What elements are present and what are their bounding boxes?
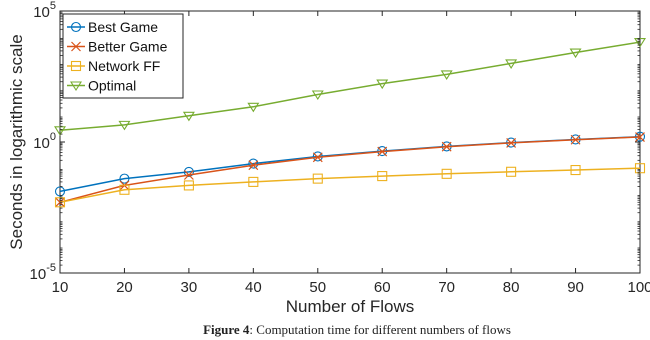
data-point-1 bbox=[119, 173, 130, 184]
x-tick-label: 60 bbox=[374, 279, 391, 296]
legend-marker bbox=[70, 21, 82, 33]
data-point-3 bbox=[183, 180, 194, 191]
legend-entry: Network FF bbox=[88, 58, 160, 74]
data-point-4 bbox=[54, 126, 66, 136]
caption-label: Figure 4 bbox=[203, 322, 250, 337]
data-point-3 bbox=[377, 171, 388, 182]
data-point-3 bbox=[570, 164, 581, 176]
series-line-1 bbox=[59, 135, 641, 193]
data-point-2 bbox=[635, 132, 645, 142]
caption-text: : Computation time for different numbers… bbox=[249, 322, 511, 337]
data-point-4 bbox=[440, 70, 453, 80]
data-point-4 bbox=[182, 111, 195, 122]
series-line-3 bbox=[59, 167, 641, 204]
data-point-2 bbox=[506, 138, 517, 148]
y-tick-label: 105 bbox=[33, 0, 56, 21]
data-point-2 bbox=[441, 141, 452, 152]
data-point-4 bbox=[118, 120, 131, 131]
x-tick-label: 40 bbox=[245, 279, 262, 296]
data-point-3 bbox=[54, 197, 66, 208]
data-point-2 bbox=[570, 134, 581, 145]
data-point-4 bbox=[376, 79, 389, 90]
x-tick-label: 70 bbox=[438, 279, 455, 296]
x-tick-label: 80 bbox=[503, 279, 520, 296]
y-tick-label: 100 bbox=[33, 131, 56, 152]
y-axis-label: Seconds in logarithmic scale bbox=[7, 34, 26, 249]
data-point-3 bbox=[506, 166, 517, 177]
data-point-2 bbox=[248, 160, 259, 171]
legend-entry: Optimal bbox=[88, 78, 136, 94]
tick-layer: 10 20 30 40 50 60 70 80 90 100 10-5 100 105 bbox=[30, 0, 650, 296]
figure-caption: Figure 4: Computation time for different… bbox=[203, 322, 511, 337]
x-tick-label: 30 bbox=[181, 279, 198, 296]
data-point-2 bbox=[377, 146, 388, 157]
data-point-3 bbox=[248, 176, 259, 187]
data-point-3 bbox=[312, 173, 323, 184]
y-tick-label: 10-5 bbox=[30, 262, 56, 283]
legend-entry: Better Game bbox=[88, 39, 168, 55]
legend-entry: Best Game bbox=[88, 19, 158, 35]
data-point-1 bbox=[183, 166, 194, 177]
data-point-3 bbox=[441, 168, 452, 179]
legend-marker bbox=[71, 41, 81, 52]
data-point-4 bbox=[505, 59, 518, 69]
data-point-1 bbox=[248, 158, 259, 169]
legend: Best Game Better Game Network FF Optimal bbox=[62, 13, 184, 99]
data-point-4 bbox=[247, 102, 260, 113]
legend-marker bbox=[70, 81, 82, 92]
x-axis-label: Number of Flows bbox=[286, 297, 414, 316]
series-layer bbox=[54, 38, 646, 208]
x-tick-label: 90 bbox=[567, 279, 584, 296]
data-point-3 bbox=[119, 184, 130, 195]
data-point-4 bbox=[311, 90, 324, 101]
series-line-2 bbox=[59, 136, 641, 204]
x-tick-label: 10 bbox=[52, 279, 69, 296]
series-line-4 bbox=[59, 41, 641, 132]
data-point-2 bbox=[312, 152, 323, 163]
data-point-2 bbox=[183, 170, 194, 180]
x-tick-label: 50 bbox=[309, 279, 326, 296]
legend-marker bbox=[70, 60, 82, 72]
x-tick-label: 100 bbox=[627, 279, 650, 296]
data-point-3 bbox=[634, 163, 646, 174]
x-tick-label: 20 bbox=[116, 279, 133, 296]
data-point-4 bbox=[569, 48, 582, 59]
legend-box bbox=[62, 13, 184, 99]
